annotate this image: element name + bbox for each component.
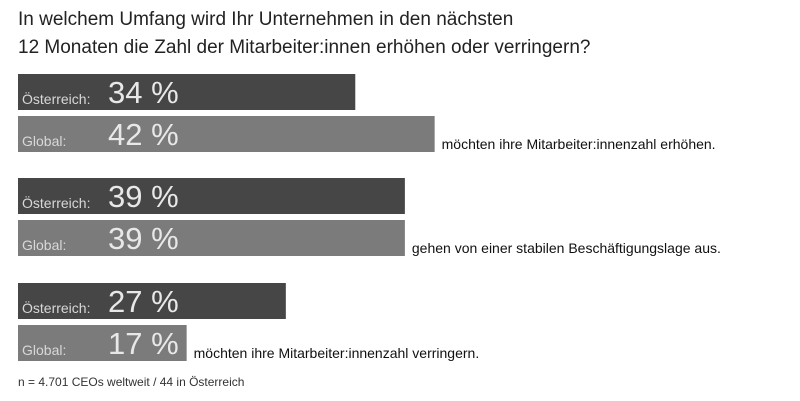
category-label: möchten ihre Mitarbeiter:innenzahl verri… bbox=[194, 345, 480, 361]
footnote: n = 4.701 CEOs weltweit / 44 in Österrei… bbox=[18, 375, 244, 389]
series-label: Österreich: bbox=[22, 90, 90, 107]
series-label: Global: bbox=[22, 342, 66, 358]
bar bbox=[18, 283, 286, 319]
series-label: Global: bbox=[22, 237, 66, 253]
category-label: möchten ihre Mitarbeiter:innenzahl erhöh… bbox=[442, 136, 716, 152]
chart-title: 12 Monaten die Zahl der Mitarbeiter:inne… bbox=[18, 37, 590, 58]
bar bbox=[18, 178, 405, 214]
bar bbox=[18, 74, 356, 110]
value-label: 39 % bbox=[108, 221, 179, 256]
value-label: 42 % bbox=[108, 117, 179, 152]
value-label: 17 % bbox=[108, 326, 179, 361]
series-label: Österreich: bbox=[22, 194, 90, 211]
bar bbox=[18, 220, 405, 256]
category-label: gehen von einer stabilen Beschäftigungsl… bbox=[412, 240, 721, 256]
series-label: Österreich: bbox=[22, 299, 90, 316]
value-label: 34 % bbox=[108, 75, 179, 110]
series-label: Global: bbox=[22, 133, 66, 149]
bar bbox=[18, 325, 187, 361]
value-label: 27 % bbox=[108, 284, 179, 319]
chart-title: In welchem Umfang wird Ihr Unternehmen i… bbox=[18, 9, 513, 30]
bar bbox=[18, 116, 435, 152]
value-label: 39 % bbox=[108, 179, 179, 214]
